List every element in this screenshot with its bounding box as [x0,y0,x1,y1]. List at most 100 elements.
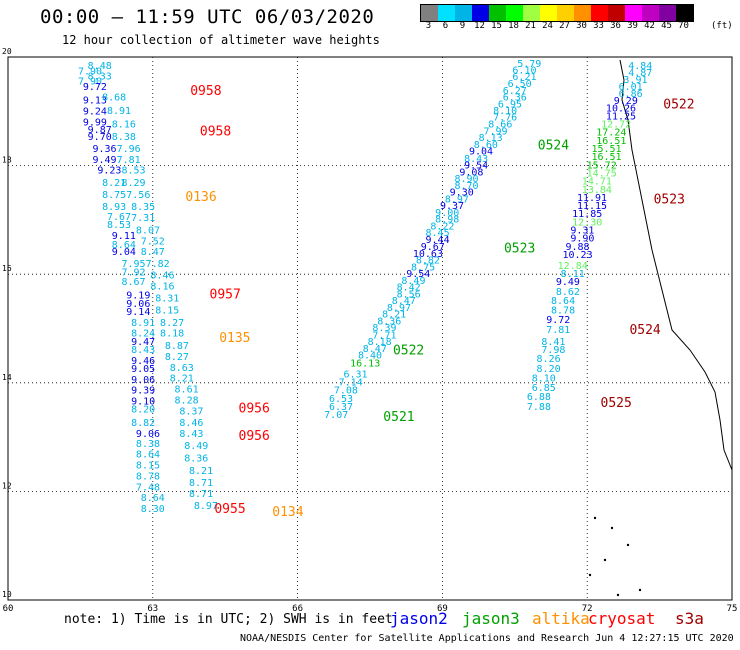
wave-height-value: 8.98 [435,215,459,226]
colorbar-unit: (ft) [711,21,733,31]
wave-height-value: 6.36 [503,92,527,103]
wave-height-value: 7.31 [131,213,155,224]
pass-time-label: 0523 [504,241,535,256]
colorbar-tick-label: 45 [661,21,672,31]
wave-height-value: 8.38 [112,132,136,143]
colorbar-tick-label: 15 [491,21,502,31]
wave-height-value: 9.87 [88,125,112,136]
wave-height-value: 9.31 [570,225,594,236]
satellite-legend-altika: altika [532,609,590,628]
wave-height-value: 8.38 [136,439,160,450]
wave-height-value: 8.21 [189,466,213,477]
wave-height-value: 8.10 [493,106,517,117]
wave-height-value: 8.35 [131,202,155,213]
pass-time-label: 0134 [272,505,303,520]
colorbar-swatch [506,5,523,21]
wave-height-value: 4.84 [628,61,652,72]
wave-height-value: 8.16 [112,120,136,131]
wave-height-value: 8.21 [170,374,194,385]
wave-height-value: 9.99 [83,117,107,128]
wave-height-value: 8.18 [368,337,392,348]
colorbar-swatch [455,5,472,21]
wave-height-value: 9.05 [131,364,155,375]
wave-height-value: 9.06 [131,375,155,386]
wave-height-value: 8.21 [382,310,406,321]
wave-height-value: 8.20 [131,405,155,416]
wave-height-value: 7.76 [493,113,517,124]
colorbar-swatch [557,5,574,21]
wave-height-value: 4.87 [628,68,652,79]
pass-time-label: 0524 [629,323,660,338]
wave-height-value: 9.04 [469,147,493,158]
wave-height-value: 6.95 [498,99,522,110]
wave-height-value: 8.42 [397,282,421,293]
colorbar-swatch [523,5,540,21]
island-mark [638,588,642,592]
colorbar-swatch [438,5,455,21]
wave-height-value: 8.97 [445,195,469,206]
colorbar-swatch [591,5,608,21]
colorbar-tick-label: 27 [559,21,570,31]
wave-height-value: 8.33 [88,71,112,82]
page-subtitle: 12 hour collection of altimeter wave hei… [62,33,380,47]
wave-height-value: 9.24 [83,107,107,118]
wave-height-value: 8.49 [401,276,425,287]
wave-height-value: 9.36 [92,144,116,155]
wave-height-value: 8.27 [165,352,189,363]
wave-height-value: 8.43 [131,345,155,356]
pass-time-label: 0955 [214,502,245,517]
wave-height-value: 8.22 [430,222,454,233]
pass-time-label: 0522 [393,344,424,359]
wave-height-value: 8.56 [397,290,421,301]
pass-time-label: 0135 [219,331,250,346]
pass-time-label: 0521 [383,410,414,425]
wave-height-value: 8.13 [479,133,503,144]
wave-height-value: 15.72 [587,160,617,171]
wave-height-value: 8.91 [107,106,131,117]
wave-height-value: 7.81 [546,325,570,336]
wave-height-value: 8.10 [532,374,556,385]
wave-height-value: 6.85 [532,383,556,394]
wave-height-value: 8.15 [155,305,179,316]
pass-time-label: 0522 [663,98,694,113]
wave-height-value: 8.15 [136,461,160,472]
colorbar-swatch [659,5,676,21]
wave-height-value: 8.71 [189,478,213,489]
wave-height-value: 7.90 [78,77,102,88]
wave-height-value: 14.75 [587,168,617,179]
wave-height-value: 8.28 [175,395,199,406]
pass-time-label: 0958 [190,84,221,99]
colorbar-tick-label: 12 [474,21,485,31]
wave-height-value: 8.91 [131,318,155,329]
wave-height-value: 8.53 [121,166,145,177]
wave-height-value: 5.79 [517,59,541,70]
colorbar-tick-label: 21 [525,21,536,31]
wave-height-value: 9.72 [83,82,107,93]
pass-time-label: 0523 [654,193,685,208]
wave-height-value: 8.78 [551,305,575,316]
wave-height-value: 9.23 [97,166,121,177]
colorbar-tick-label: 42 [644,21,655,31]
wave-height-value: 9.13 [83,96,107,107]
wave-height-value: 10.26 [606,103,636,114]
wave-height-value: 16.13 [350,359,380,370]
wave-height-value: 9.90 [570,234,594,245]
wave-height-value: 8.45 [426,228,450,239]
wave-height-value: 9.14 [126,307,150,318]
wave-height-value: 8.49 [184,441,208,452]
wave-height-value: 8.47 [363,344,387,355]
wave-height-value: 7.67 [107,212,131,223]
wave-height-value: 8.64 [112,240,136,251]
wave-height-value: 8.60 [474,140,498,151]
wave-height-value: 8.61 [175,385,199,396]
x-tick-label: 66 [292,604,303,614]
wave-height-value: 8.62 [556,287,580,298]
wave-height-value: 8.67 [121,277,145,288]
island-mark [603,558,607,562]
wave-height-value: 9.54 [464,160,488,171]
wave-height-value: 8.97 [387,303,411,314]
wave-height-value: 8.41 [541,337,565,348]
wave-height-value: 9.46 [131,356,155,367]
colorbar-swatch [625,5,642,21]
wave-height-value: 8.18 [160,329,184,340]
